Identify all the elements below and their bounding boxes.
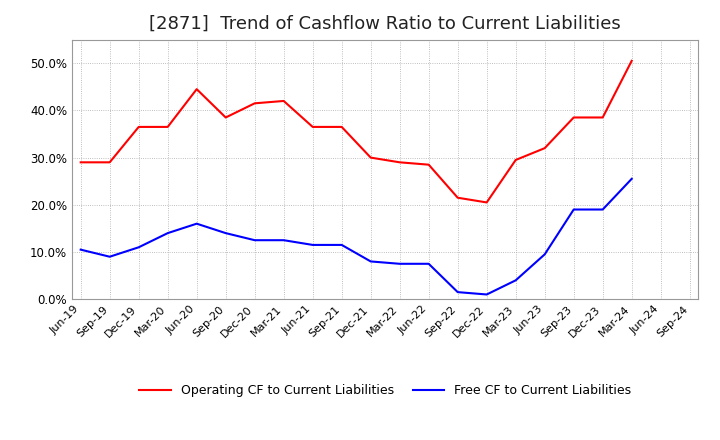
Free CF to Current Liabilities bbox=[308, 242, 317, 248]
Free CF to Current Liabilities bbox=[279, 238, 288, 243]
Operating CF to Current Liabilities bbox=[454, 195, 462, 200]
Operating CF to Current Liabilities bbox=[570, 115, 578, 120]
Free CF to Current Liabilities bbox=[76, 247, 85, 252]
Operating CF to Current Liabilities bbox=[338, 124, 346, 129]
Operating CF to Current Liabilities bbox=[279, 98, 288, 103]
Line: Free CF to Current Liabilities: Free CF to Current Liabilities bbox=[81, 179, 631, 294]
Free CF to Current Liabilities bbox=[598, 207, 607, 212]
Operating CF to Current Liabilities bbox=[598, 115, 607, 120]
Operating CF to Current Liabilities bbox=[105, 160, 114, 165]
Free CF to Current Liabilities bbox=[163, 231, 172, 236]
Free CF to Current Liabilities bbox=[192, 221, 201, 226]
Operating CF to Current Liabilities bbox=[251, 101, 259, 106]
Free CF to Current Liabilities bbox=[221, 231, 230, 236]
Operating CF to Current Liabilities bbox=[135, 124, 143, 129]
Free CF to Current Liabilities bbox=[482, 292, 491, 297]
Operating CF to Current Liabilities bbox=[192, 87, 201, 92]
Operating CF to Current Liabilities bbox=[424, 162, 433, 167]
Free CF to Current Liabilities bbox=[424, 261, 433, 267]
Operating CF to Current Liabilities bbox=[308, 124, 317, 129]
Free CF to Current Liabilities bbox=[135, 245, 143, 250]
Operating CF to Current Liabilities bbox=[395, 160, 404, 165]
Operating CF to Current Liabilities bbox=[627, 58, 636, 63]
Free CF to Current Liabilities bbox=[454, 290, 462, 295]
Free CF to Current Liabilities bbox=[395, 261, 404, 267]
Operating CF to Current Liabilities bbox=[163, 124, 172, 129]
Free CF to Current Liabilities bbox=[338, 242, 346, 248]
Operating CF to Current Liabilities bbox=[482, 200, 491, 205]
Free CF to Current Liabilities bbox=[511, 278, 520, 283]
Operating CF to Current Liabilities bbox=[76, 160, 85, 165]
Operating CF to Current Liabilities bbox=[221, 115, 230, 120]
Line: Operating CF to Current Liabilities: Operating CF to Current Liabilities bbox=[81, 61, 631, 202]
Free CF to Current Liabilities bbox=[251, 238, 259, 243]
Free CF to Current Liabilities bbox=[541, 252, 549, 257]
Operating CF to Current Liabilities bbox=[366, 155, 375, 160]
Free CF to Current Liabilities bbox=[570, 207, 578, 212]
Free CF to Current Liabilities bbox=[627, 176, 636, 181]
Title: [2871]  Trend of Cashflow Ratio to Current Liabilities: [2871] Trend of Cashflow Ratio to Curren… bbox=[149, 15, 621, 33]
Operating CF to Current Liabilities bbox=[541, 146, 549, 151]
Free CF to Current Liabilities bbox=[105, 254, 114, 259]
Legend: Operating CF to Current Liabilities, Free CF to Current Liabilities: Operating CF to Current Liabilities, Fre… bbox=[135, 379, 636, 402]
Operating CF to Current Liabilities bbox=[511, 158, 520, 163]
Free CF to Current Liabilities bbox=[366, 259, 375, 264]
